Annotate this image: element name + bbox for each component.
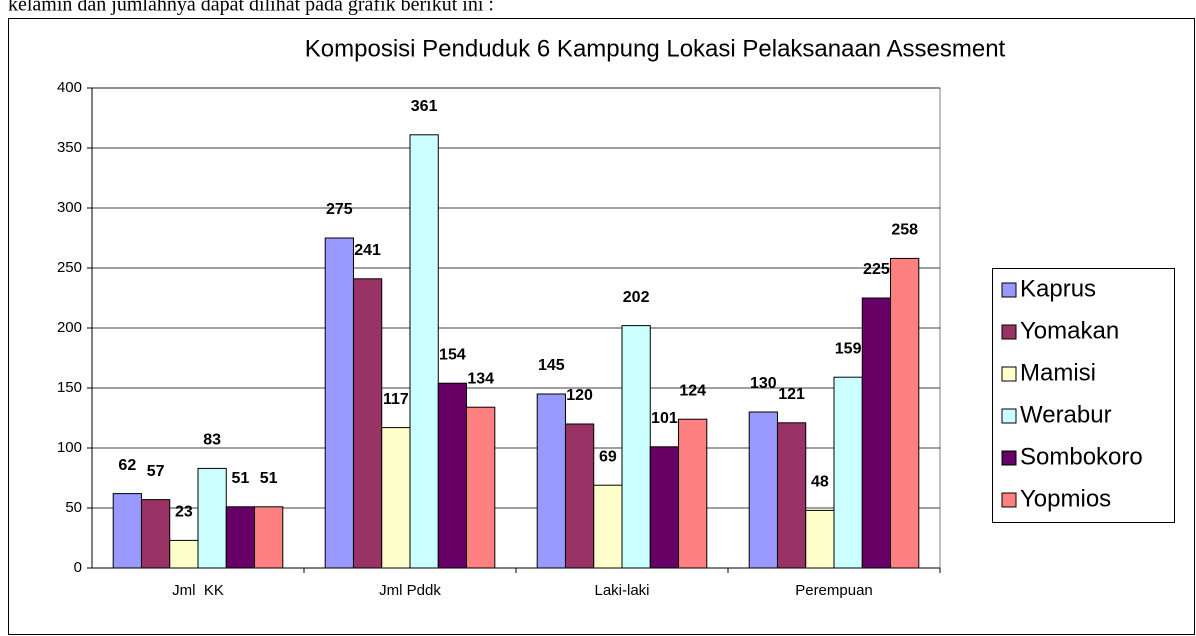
x-tick-label: Jml Pddk <box>379 582 441 599</box>
bar <box>536 393 566 569</box>
x-tick-label: Perempuan <box>795 582 873 599</box>
legend-swatch <box>1001 408 1017 424</box>
data-label: 57 <box>147 463 165 480</box>
bar <box>437 382 468 569</box>
bar <box>621 325 651 569</box>
bar <box>890 257 920 569</box>
bar <box>197 467 227 569</box>
bar <box>564 423 595 569</box>
data-label: 51 <box>232 470 250 487</box>
data-label: 154 <box>439 346 466 363</box>
bar <box>805 509 835 569</box>
x-tick-label: Jml KK <box>172 582 224 599</box>
y-tick-label: 350 <box>57 139 82 156</box>
bar <box>748 411 778 569</box>
legend-label: Werabur <box>1020 401 1112 428</box>
bar <box>140 499 171 569</box>
legend-swatch <box>1001 282 1017 298</box>
data-label: 120 <box>566 387 593 404</box>
data-label: 69 <box>599 448 617 465</box>
legend-box <box>992 268 1175 523</box>
y-tick-label: 250 <box>57 259 82 276</box>
legend-label: Sombokoro <box>1020 443 1143 470</box>
legend-swatch <box>1001 450 1017 466</box>
bar <box>678 418 708 569</box>
bar <box>649 446 680 569</box>
y-tick-label: 150 <box>57 379 82 396</box>
data-label: 124 <box>679 382 706 399</box>
bar <box>169 539 199 569</box>
data-label: 134 <box>467 370 494 387</box>
bar <box>833 376 863 569</box>
bar <box>466 406 496 569</box>
data-label: 48 <box>811 474 829 491</box>
legend-label: Yopmios <box>1020 485 1111 512</box>
data-label: 101 <box>651 410 678 427</box>
bar <box>861 297 892 569</box>
data-label: 121 <box>778 386 805 403</box>
chart-title: Komposisi Penduduk 6 Kampung Lokasi Pela… <box>305 35 1006 62</box>
y-tick-label: 50 <box>65 499 82 516</box>
legend-label: Yomakan <box>1020 317 1119 344</box>
data-label: 159 <box>835 340 862 357</box>
data-label: 51 <box>260 470 278 487</box>
data-label: 275 <box>326 201 353 218</box>
bar <box>409 134 439 569</box>
bar <box>324 237 354 569</box>
y-tick-label: 200 <box>57 319 82 336</box>
data-label: 23 <box>175 504 193 521</box>
y-tick-label: 100 <box>57 439 82 456</box>
legend-swatch <box>1001 324 1017 340</box>
legend-label: Mamisi <box>1020 359 1096 386</box>
data-label: 241 <box>354 242 381 259</box>
y-tick-label: 300 <box>57 199 82 216</box>
data-label: 83 <box>203 432 221 449</box>
bar <box>112 493 142 569</box>
bar <box>225 506 256 569</box>
data-label: 62 <box>118 457 136 474</box>
bar <box>776 422 807 569</box>
data-label: 145 <box>538 357 565 374</box>
y-tick-label: 400 <box>57 79 82 96</box>
y-tick-label: 0 <box>74 559 82 576</box>
bar <box>381 427 411 569</box>
data-label: 258 <box>891 222 918 239</box>
data-label: 117 <box>383 391 409 408</box>
data-label: 202 <box>623 289 650 306</box>
legend-swatch <box>1001 366 1017 382</box>
data-label: 361 <box>411 98 438 115</box>
data-label: 130 <box>750 375 777 392</box>
bar <box>352 278 383 569</box>
bar <box>593 484 623 569</box>
legend-swatch <box>1001 492 1017 508</box>
bar <box>254 506 284 569</box>
document-text: kelamin dan jumlahnya dapat dilihat pada… <box>8 0 494 16</box>
legend-label: Kaprus <box>1020 275 1096 302</box>
x-tick-label: Laki-laki <box>594 582 649 599</box>
data-label: 225 <box>863 261 890 278</box>
